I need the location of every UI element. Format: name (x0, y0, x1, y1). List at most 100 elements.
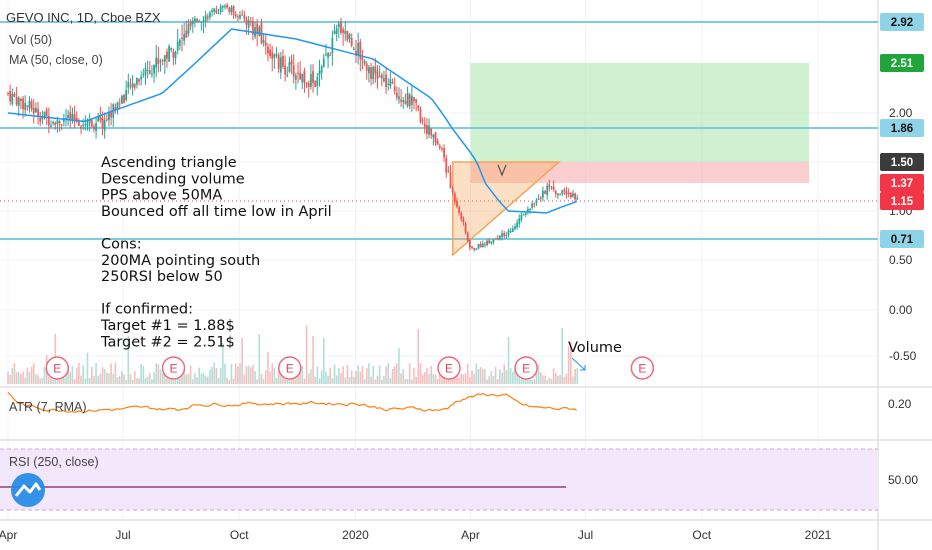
earnings-marker[interactable]: E (514, 356, 538, 380)
volume-bar (110, 363, 112, 384)
volume-bar (432, 374, 435, 384)
time-axis[interactable]: Apr Jul Oct 2020 Apr Jul Oct 2021 (0, 528, 832, 542)
volume-bar (419, 363, 422, 384)
candle-body (108, 111, 110, 121)
candle-body (565, 191, 568, 195)
candle-body (417, 105, 420, 109)
volume-bar (43, 367, 46, 384)
vol-indicator-label[interactable]: Vol (50) (9, 33, 52, 47)
volume-bar (346, 365, 349, 384)
volume-bar (183, 373, 185, 384)
candle-body (275, 53, 278, 56)
atr-label[interactable]: ATR (7, RMA) (9, 400, 87, 414)
earnings-marker[interactable]: E (161, 356, 186, 380)
volume-bar (32, 363, 35, 384)
candle-body (365, 63, 368, 71)
volume-bar (15, 372, 18, 384)
candle-body (103, 119, 106, 131)
candle-body (226, 4, 229, 8)
candle-body (436, 140, 439, 145)
candle-body (269, 49, 271, 56)
price-tag: 1.15 (880, 192, 924, 210)
candle-body (572, 193, 574, 197)
candle-body (148, 70, 151, 74)
volume-bar (136, 378, 138, 384)
volume-bar (264, 370, 267, 384)
earnings-marker-circle (437, 356, 461, 380)
candle-body (41, 116, 44, 120)
volume-bar (303, 378, 306, 384)
price-candles (7, 2, 579, 252)
candle-body (262, 40, 265, 43)
candle-body (168, 45, 171, 62)
earnings-marker[interactable]: E (437, 356, 461, 380)
volume-bar (365, 368, 368, 384)
volume-bar (488, 376, 490, 384)
volume-bar (252, 365, 254, 384)
volume-bar (479, 366, 482, 384)
candle-body (451, 188, 454, 193)
candle-body (325, 54, 327, 56)
candle-body (526, 209, 529, 213)
candle-body (514, 226, 516, 230)
candle-body (441, 148, 443, 150)
volume-bar (546, 379, 548, 384)
volume-bar (153, 372, 155, 384)
candle-body (305, 82, 308, 85)
earnings-marker[interactable]: E (278, 356, 302, 380)
atr-axis-tick: 0.20 (888, 397, 912, 411)
volume-bar (215, 368, 218, 384)
profit-zone[interactable] (470, 63, 810, 162)
candle-body (413, 97, 415, 102)
volume-bar (280, 375, 282, 384)
candle-body (481, 243, 484, 248)
volume-bar (277, 370, 280, 384)
volume-bar (514, 368, 516, 384)
horizontal-levels[interactable] (0, 21, 878, 240)
symbol-title[interactable]: GEVO INC, 1D, Cboe BZX (6, 10, 161, 25)
tradingview-cloud-logo[interactable] (11, 473, 45, 507)
earnings-marker[interactable]: E (45, 356, 70, 380)
volume-bar (30, 366, 33, 384)
volume-bar (80, 375, 82, 384)
rsi-label[interactable]: RSI (250, close) (9, 455, 99, 469)
candle-body (282, 55, 284, 67)
candle-body (17, 97, 20, 106)
price-tag-bg (880, 174, 924, 192)
candle-body (550, 187, 553, 189)
earnings-marker[interactable]: E (630, 356, 655, 380)
candle-body (537, 198, 540, 200)
candle-body (196, 19, 198, 22)
volume-bar (408, 363, 411, 384)
volume-bar (123, 374, 125, 384)
candle-body (299, 72, 302, 80)
volume-bar (458, 377, 460, 384)
ma-indicator-label[interactable]: MA (50, close, 0) (9, 53, 103, 67)
candle-body (415, 99, 418, 103)
volume-bar (426, 367, 428, 384)
candle-body (224, 5, 226, 8)
candle-body (95, 123, 97, 131)
note-line: Ascending triangle (101, 155, 237, 171)
volume-bar (557, 375, 559, 384)
price-tag-bg (880, 13, 924, 31)
loss-zone[interactable] (470, 162, 810, 183)
note-line: Cons: (101, 237, 142, 253)
candle-body (477, 244, 480, 249)
candle-body (443, 148, 445, 158)
rsi-band (0, 449, 878, 510)
volume-bar (368, 363, 370, 384)
volume-bar (563, 376, 566, 384)
volume-bar (331, 378, 334, 384)
volume-bar (340, 373, 342, 384)
volume-bar (338, 368, 340, 384)
candle-body (303, 70, 306, 83)
price-tag-label: 2.92 (891, 17, 913, 29)
candle-body (466, 232, 469, 242)
volume-bar (428, 373, 430, 384)
volume-bar (234, 363, 237, 384)
volume-bar (335, 375, 338, 384)
price-tag: 0.71 (880, 230, 924, 248)
